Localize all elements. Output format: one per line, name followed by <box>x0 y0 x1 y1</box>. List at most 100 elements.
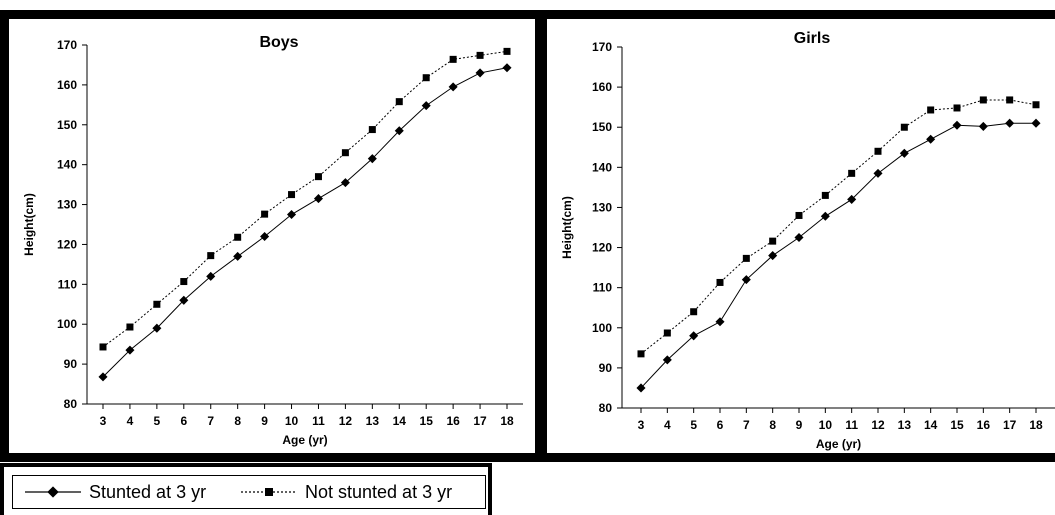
data-point-not-stunted <box>742 254 750 262</box>
x-tick-label: 9 <box>261 414 268 428</box>
data-point-stunted <box>1031 118 1041 128</box>
data-point-not-stunted <box>449 55 457 63</box>
data-point-stunted <box>926 134 936 144</box>
x-tick-label: 6 <box>180 414 187 428</box>
data-point-stunted <box>899 148 909 158</box>
series-line-not-stunted <box>640 99 1037 355</box>
x-tick-label: 11 <box>845 418 858 432</box>
y-tick-label: 140 <box>57 158 77 172</box>
y-tick-label: 150 <box>592 120 612 134</box>
legend-swatch-not-stunted <box>241 488 297 496</box>
data-point-not-stunted <box>953 104 961 112</box>
y-tick-label: 110 <box>593 281 613 295</box>
y-tick-label: 140 <box>592 160 612 174</box>
x-tick-label: 7 <box>743 418 750 432</box>
x-tick-label: 12 <box>871 418 885 432</box>
x-axis-label: Age (yr) <box>816 437 861 451</box>
data-point-not-stunted <box>126 323 134 331</box>
x-tick-label: 5 <box>154 414 161 428</box>
x-tick-label: 15 <box>420 414 434 428</box>
y-tick-label: 80 <box>599 401 613 415</box>
y-tick-label: 120 <box>592 241 612 255</box>
y-tick-label: 160 <box>57 78 77 92</box>
data-point-not-stunted <box>341 149 349 157</box>
x-tick-label: 10 <box>819 418 833 432</box>
data-point-stunted <box>978 121 988 131</box>
legend-item-not-stunted: Not stunted at 3 yr <box>239 476 452 508</box>
x-tick-label: 4 <box>127 414 134 428</box>
x-axis-label: Age (yr) <box>282 433 327 447</box>
data-point-not-stunted <box>795 211 803 219</box>
series-line-stunted <box>102 67 508 378</box>
x-tick-label: 9 <box>796 418 803 432</box>
x-tick-label: 10 <box>285 414 299 428</box>
data-point-stunted <box>475 68 485 78</box>
x-tick-label: 3 <box>100 414 107 428</box>
chart-title: Girls <box>794 30 831 47</box>
series-line-stunted <box>640 122 1036 389</box>
girls-chart-panel: 80 90 100 110 120 130 140 150 160 170 3 4 5 6 7 8 9 10 11 1… <box>538 10 1055 462</box>
data-point-not-stunted <box>368 126 376 134</box>
data-point-stunted <box>394 126 404 136</box>
data-point-not-stunted <box>1006 96 1014 104</box>
legend-label-not-stunted: Not stunted at 3 yr <box>305 481 453 502</box>
x-tick-label: 12 <box>339 414 353 428</box>
data-point-stunted <box>340 178 350 188</box>
data-point-stunted <box>1005 118 1015 128</box>
data-point-not-stunted <box>153 300 161 308</box>
data-point-stunted <box>233 251 243 261</box>
data-point-stunted <box>448 82 458 92</box>
data-point-not-stunted <box>848 169 856 177</box>
data-point-stunted <box>179 295 189 305</box>
chart-title: Boys <box>259 34 298 51</box>
data-point-stunted <box>662 355 672 365</box>
data-point-not-stunted <box>314 173 322 181</box>
data-point-not-stunted <box>927 106 935 114</box>
x-tick-label: 3 <box>638 418 645 432</box>
y-tick-label: 130 <box>592 200 612 214</box>
data-point-stunted <box>313 194 323 204</box>
data-point-not-stunted <box>637 350 645 358</box>
y-tick-label: 90 <box>64 357 78 371</box>
y-tick-label: 100 <box>592 321 612 335</box>
data-point-stunted <box>421 101 431 111</box>
y-axis-label: Height(cm) <box>22 193 36 256</box>
y-axis-label: Height(cm) <box>560 196 574 259</box>
data-point-not-stunted <box>99 343 107 351</box>
y-tick-label: 90 <box>599 361 613 375</box>
data-point-not-stunted <box>395 98 403 106</box>
data-point-stunted <box>952 120 962 130</box>
boys-chart: 80 90 100 110 120 130 140 150 160 170 3 4 5 6 7 8 9 10 11 1… <box>22 34 523 447</box>
legend: Stunted at 3 yr Not stunted at 3 yr <box>0 463 492 515</box>
x-tick-label: 11 <box>312 414 325 428</box>
x-tick-label: 14 <box>924 418 938 432</box>
x-tick-label: 16 <box>446 414 460 428</box>
x-tick-label: 4 <box>664 418 671 432</box>
x-tick-label: 17 <box>1003 418 1017 432</box>
y-tick-label: 80 <box>64 397 78 411</box>
y-tick-label: 160 <box>592 80 612 94</box>
y-tick-label: 170 <box>592 40 612 54</box>
y-tick-label: 150 <box>57 118 77 132</box>
data-point-not-stunted <box>821 191 829 199</box>
girls-chart: 80 90 100 110 120 130 140 150 160 170 3 4 5 6 7 8 9 10 11 1… <box>560 30 1055 451</box>
data-point-not-stunted <box>422 74 430 82</box>
x-tick-label: 13 <box>898 418 912 432</box>
data-point-not-stunted <box>690 308 698 316</box>
x-tick-label: 5 <box>690 418 697 432</box>
data-point-stunted <box>287 210 297 220</box>
data-point-stunted <box>847 194 857 204</box>
data-point-not-stunted <box>769 237 777 245</box>
data-point-stunted <box>152 323 162 333</box>
data-point-not-stunted <box>979 96 987 104</box>
x-tick-label: 18 <box>1029 418 1043 432</box>
data-point-not-stunted <box>476 51 484 59</box>
data-point-stunted <box>689 331 699 341</box>
data-point-stunted <box>98 372 108 382</box>
data-point-stunted <box>715 317 725 327</box>
legend-swatch-stunted <box>25 486 81 498</box>
data-point-stunted <box>125 345 135 355</box>
data-point-stunted <box>768 251 778 261</box>
series-line-not-stunted <box>102 50 508 348</box>
data-point-not-stunted <box>900 123 908 131</box>
